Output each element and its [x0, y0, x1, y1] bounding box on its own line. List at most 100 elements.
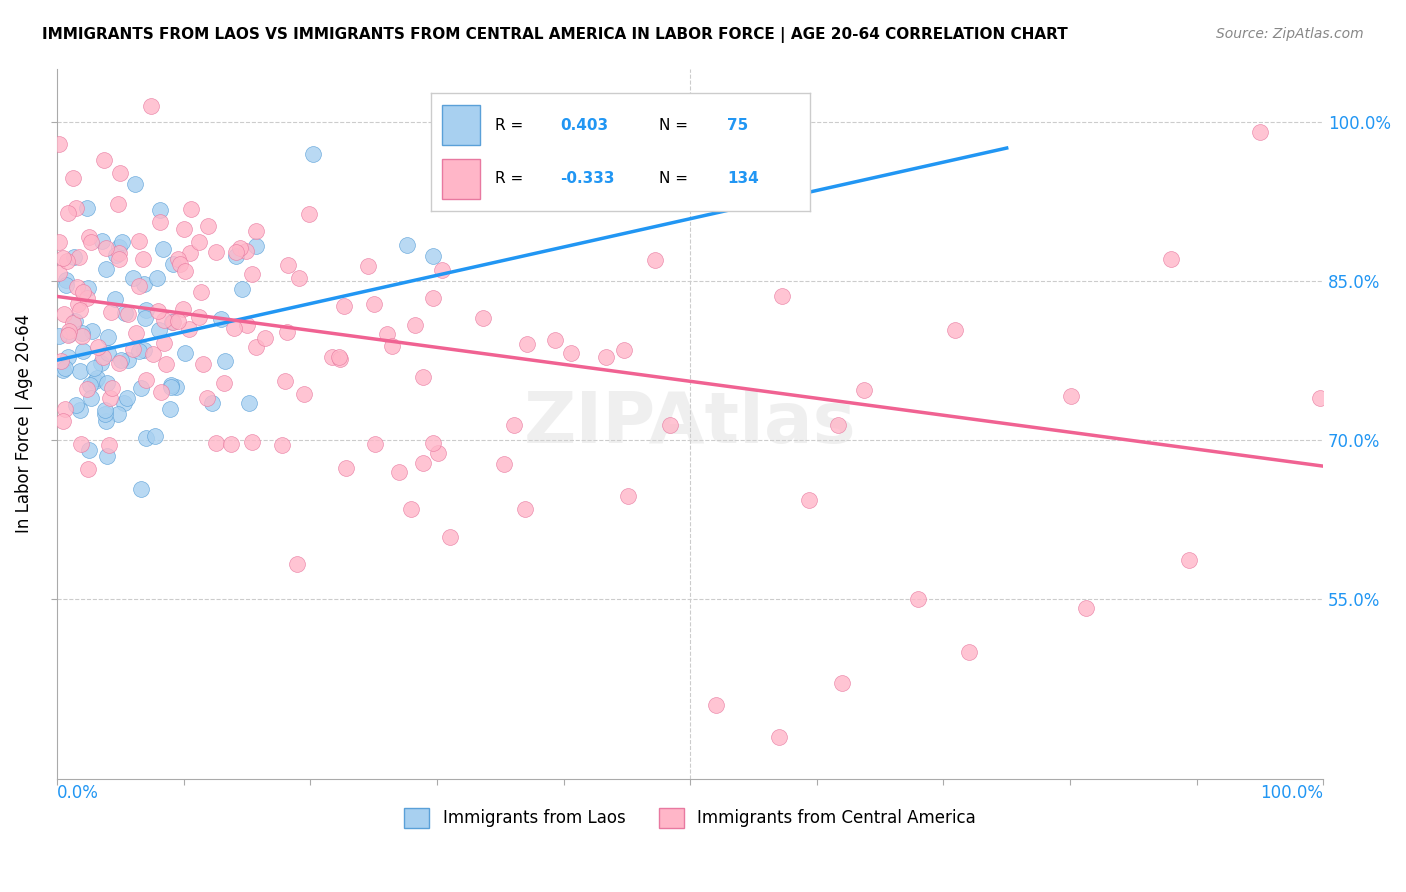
Point — [1060, 389, 1083, 403]
Point — [270, 438, 292, 452]
Point — [132, 252, 155, 266]
Point — [135, 302, 157, 317]
Point — [439, 530, 461, 544]
Point — [229, 241, 252, 255]
Point — [115, 392, 138, 406]
Point — [195, 392, 218, 406]
Point — [72, 344, 94, 359]
Point — [93, 153, 115, 168]
Point — [197, 219, 219, 234]
Point — [56, 253, 79, 268]
Point — [100, 304, 122, 318]
Point — [179, 246, 201, 260]
Point — [77, 229, 100, 244]
Point — [1178, 553, 1201, 567]
Point — [76, 382, 98, 396]
Point — [86, 340, 108, 354]
Point — [108, 240, 131, 254]
Point — [91, 234, 114, 248]
Point — [83, 360, 105, 375]
Point — [153, 313, 176, 327]
Point — [91, 351, 114, 365]
Point — [56, 206, 79, 220]
Point — [180, 202, 202, 216]
Point — [48, 235, 70, 250]
Point — [53, 307, 76, 321]
Point — [560, 346, 582, 360]
Legend: Immigrants from Laos, Immigrants from Central America: Immigrants from Laos, Immigrants from Ce… — [398, 801, 983, 835]
Text: IMMIGRANTS FROM LAOS VS IMMIGRANTS FROM CENTRAL AMERICA IN LABOR FORCE | AGE 20-: IMMIGRANTS FROM LAOS VS IMMIGRANTS FROM … — [42, 27, 1069, 43]
Point — [63, 250, 86, 264]
Point — [62, 170, 84, 185]
Point — [187, 310, 209, 324]
Point — [329, 352, 352, 367]
Point — [149, 202, 172, 217]
Point — [139, 99, 162, 113]
Point — [97, 346, 120, 360]
Point — [143, 428, 166, 442]
Point — [240, 268, 263, 282]
Point — [162, 257, 184, 271]
Point — [150, 385, 173, 400]
Point — [134, 311, 156, 326]
Point — [471, 310, 494, 325]
Point — [55, 277, 77, 292]
Point — [96, 414, 118, 428]
Point — [76, 201, 98, 215]
Point — [121, 342, 143, 356]
Point — [135, 431, 157, 445]
Point — [285, 558, 308, 572]
Point — [238, 396, 260, 410]
Point — [177, 322, 200, 336]
Point — [190, 285, 212, 299]
Point — [174, 345, 197, 359]
Point — [205, 245, 228, 260]
Point — [128, 278, 150, 293]
Point — [1249, 125, 1271, 139]
Point — [69, 303, 91, 318]
Point — [298, 207, 321, 221]
Point — [1160, 252, 1182, 267]
Point — [101, 381, 124, 395]
Point — [117, 353, 139, 368]
Point — [770, 289, 793, 303]
Point — [396, 238, 419, 252]
Point — [617, 490, 640, 504]
Point — [94, 241, 117, 255]
Point — [142, 347, 165, 361]
Point — [107, 197, 129, 211]
Point — [149, 215, 172, 229]
Point — [253, 331, 276, 345]
Point — [96, 449, 118, 463]
Point — [658, 418, 681, 433]
Point — [49, 354, 72, 368]
Point — [94, 261, 117, 276]
Point — [516, 337, 538, 351]
Point — [768, 730, 790, 744]
Point — [222, 321, 245, 335]
Point — [69, 364, 91, 378]
Point — [53, 360, 76, 375]
Point — [422, 249, 444, 263]
Point — [107, 407, 129, 421]
Point — [644, 252, 666, 267]
Point — [494, 458, 516, 472]
Point — [160, 315, 183, 329]
Point — [214, 353, 236, 368]
Point — [335, 461, 357, 475]
Point — [172, 302, 194, 317]
Text: 0.0%: 0.0% — [58, 784, 100, 802]
Point — [357, 259, 380, 273]
Point — [945, 322, 967, 336]
Point — [66, 280, 89, 294]
Point — [77, 281, 100, 295]
Point — [111, 235, 134, 250]
Point — [52, 251, 75, 265]
Point — [63, 314, 86, 328]
Point — [146, 271, 169, 285]
Point — [104, 292, 127, 306]
Point — [69, 437, 91, 451]
Point — [399, 502, 422, 516]
Point — [231, 282, 253, 296]
Point — [90, 356, 112, 370]
